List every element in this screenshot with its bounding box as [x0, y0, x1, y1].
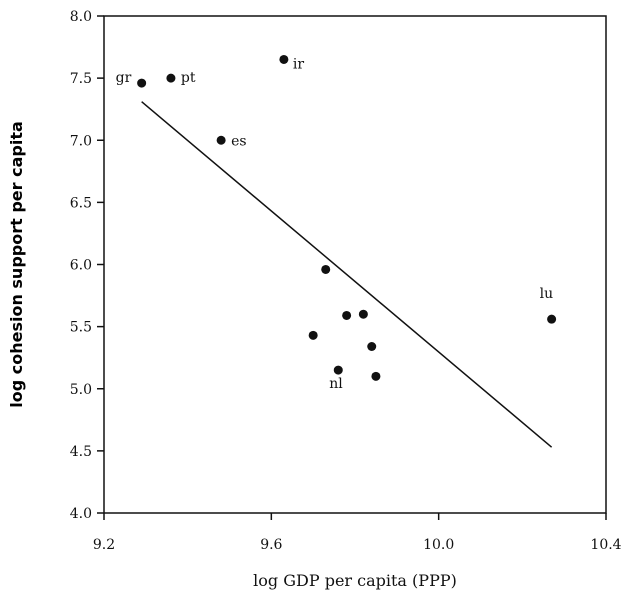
x-axis-title: log GDP per capita (PPP): [253, 571, 457, 590]
data-point: [371, 371, 381, 381]
y-tick-label: 6.0: [70, 258, 92, 274]
point-label: pt: [181, 70, 196, 86]
data-point: [137, 78, 147, 88]
data-point: [547, 314, 557, 324]
data-point: [279, 54, 289, 64]
data-point: [358, 309, 368, 319]
data-point: [342, 310, 352, 320]
data-point: [166, 73, 176, 83]
y-tick-label: 5.5: [70, 320, 92, 336]
x-tick-label: 9.2: [93, 537, 115, 553]
data-points: gr pt ir es nl lu: [116, 54, 557, 392]
y-tick-label: 5.0: [70, 382, 92, 398]
y-axis-title: log cohesion support per capita: [7, 121, 26, 408]
x-tick-label: 9.6: [260, 537, 282, 553]
data-point: [216, 135, 226, 145]
data-point: [321, 264, 331, 274]
y-tick-label: 4.5: [70, 444, 92, 460]
point-label: ir: [293, 56, 304, 72]
data-point: [367, 342, 377, 352]
x-axis-ticks: 9.2 9.6 10.0 10.4: [93, 513, 622, 553]
y-tick-label: 7.5: [70, 71, 92, 87]
y-axis-ticks: 4.0 4.5 5.0 5.5 6.0 6.5 7.0 7.5 8.0: [70, 9, 104, 522]
data-point: [333, 365, 343, 375]
plot-frame: [103, 15, 607, 514]
point-label: es: [231, 133, 246, 149]
y-tick-label: 8.0: [70, 9, 92, 25]
regression-line: [141, 101, 553, 448]
point-label: nl: [329, 376, 343, 392]
point-label: lu: [540, 286, 554, 302]
y-tick-label: 7.0: [70, 133, 92, 149]
x-tick-label: 10.0: [423, 537, 454, 553]
point-label: gr: [116, 70, 132, 86]
data-point: [308, 330, 318, 340]
y-tick-label: 6.5: [70, 195, 92, 211]
x-tick-label: 10.4: [590, 537, 621, 553]
y-tick-label: 4.0: [70, 506, 92, 522]
